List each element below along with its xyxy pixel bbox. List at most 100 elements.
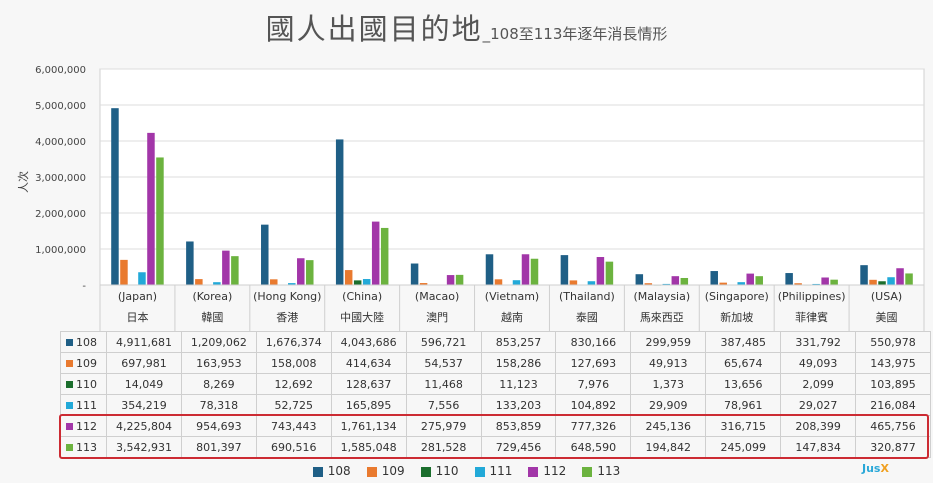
row-label: 111 — [60, 394, 107, 416]
table-cell: 13,656 — [705, 373, 782, 395]
legend-label: 111 — [489, 464, 513, 478]
chart-title-block: 國人出國目的地_108至113年逐年消長情形 — [0, 6, 933, 48]
table-cell: 133,203 — [480, 394, 557, 416]
series-swatch — [66, 402, 73, 409]
category-label: 日本 — [126, 310, 148, 324]
chart-title: 國人出國目的地 — [265, 12, 483, 46]
table-cell: 54,537 — [405, 352, 482, 374]
bar-113-6 — [605, 261, 614, 285]
series-name: 113 — [76, 440, 97, 454]
table-cell: 331,792 — [780, 331, 857, 353]
legend-swatch — [420, 466, 431, 477]
bar-112-7 — [671, 276, 680, 285]
bar-109-9 — [794, 283, 802, 285]
table-cell: 1,373 — [630, 373, 707, 395]
table-cell: 163,953 — [180, 352, 257, 374]
bar-110-3 — [353, 280, 362, 285]
legend-label: 113 — [597, 464, 621, 478]
legend-item: 112 — [528, 464, 566, 478]
bar-111-1 — [213, 282, 221, 285]
table-cell: 78,961 — [705, 394, 782, 416]
bar-108-10 — [860, 265, 868, 285]
row-label: 113 — [60, 436, 107, 458]
legend-swatch — [312, 466, 323, 477]
legend-label: 110 — [435, 464, 459, 478]
table-cell: 777,326 — [555, 415, 632, 437]
table-cell: 49,093 — [780, 352, 857, 374]
table-cell: 8,269 — [180, 373, 257, 395]
bar-113-0 — [156, 157, 164, 285]
bar-108-6 — [560, 255, 569, 285]
logo-text: Jus — [862, 462, 881, 475]
table-cell: 29,027 — [780, 394, 857, 416]
table-cell: 49,913 — [630, 352, 707, 374]
table-cell: 216,084 — [855, 394, 931, 416]
bar-111-5 — [512, 280, 521, 285]
table-cell: 245,136 — [630, 415, 707, 437]
bar-109-3 — [344, 270, 353, 285]
bar-108-0 — [111, 108, 119, 286]
category-label-en: (Philippines) — [778, 290, 846, 303]
table-cell: 194,842 — [630, 436, 707, 458]
series-swatch — [66, 360, 73, 367]
table-cell: 1,676,374 — [255, 331, 332, 353]
category-label: 菲律賓 — [795, 310, 828, 324]
bar-113-3 — [380, 227, 389, 285]
category-label-en: (Thailand) — [559, 290, 615, 303]
bar-113-2 — [306, 260, 314, 285]
legend-swatch — [582, 466, 593, 477]
category-label-en: (Singapore) — [705, 290, 769, 303]
legend-item: 111 — [474, 464, 513, 478]
table-cell: 690,516 — [255, 436, 332, 458]
table-cell: 275,979 — [405, 415, 482, 437]
bar-112-8 — [746, 273, 754, 285]
table-row: 113 3,542,931 801,397 690,516 1,585,048 281,5… — [60, 436, 931, 458]
legend-item: 110 — [420, 464, 459, 478]
bar-109-4 — [419, 283, 428, 285]
table-cell: 158,286 — [480, 352, 557, 374]
series-name: 111 — [76, 398, 97, 412]
bar-112-2 — [297, 258, 305, 285]
brand-logo: JusX — [862, 462, 924, 482]
table-row: 108 4,911,681 1,209,062 1,676,374 4,043,686 5… — [60, 331, 931, 353]
table-cell: 29,909 — [630, 394, 707, 416]
legend-label: 109 — [381, 464, 405, 478]
bar-108-9 — [785, 273, 793, 285]
bar-108-3 — [335, 139, 344, 285]
bar-113-8 — [755, 276, 763, 285]
table-cell: 12,692 — [255, 373, 332, 395]
bar-108-5 — [485, 254, 494, 285]
legend-swatch — [366, 466, 377, 477]
table-cell: 414,634 — [330, 352, 407, 374]
row-label: 108 — [60, 331, 107, 353]
series-name: 108 — [76, 335, 97, 349]
table-cell: 245,099 — [705, 436, 782, 458]
bar-110-10 — [878, 281, 886, 285]
legend-item: 108 — [312, 464, 351, 478]
bar-111-3 — [362, 279, 371, 285]
category-label: 泰國 — [576, 310, 598, 324]
table-cell: 4,911,681 — [106, 331, 182, 353]
table-cell: 78,318 — [180, 394, 257, 416]
category-label-en: (Vietnam) — [485, 290, 539, 303]
table-cell: 104,892 — [555, 394, 632, 416]
bar-113-4 — [455, 274, 464, 285]
legend-label: 112 — [543, 464, 567, 478]
bar-112-4 — [446, 275, 455, 285]
series-swatch — [66, 423, 73, 430]
table-cell: 165,895 — [330, 394, 407, 416]
category-label-en: (China) — [342, 290, 382, 303]
table-cell: 281,528 — [405, 436, 482, 458]
table-cell: 103,895 — [855, 373, 931, 395]
table-cell: 7,976 — [555, 373, 632, 395]
table-cell: 128,637 — [330, 373, 407, 395]
y-tick-label: - — [82, 281, 86, 292]
bar-109-0 — [120, 259, 128, 285]
table-cell: 320,877 — [855, 436, 931, 458]
table-cell: 830,166 — [555, 331, 632, 353]
category-label: 馬來西亞 — [640, 311, 684, 324]
category-label-en: (USA) — [871, 290, 902, 303]
category-label: 中國大陸 — [340, 310, 384, 324]
legend-item: 109 — [366, 464, 405, 478]
category-label-en: (Korea) — [192, 290, 232, 303]
